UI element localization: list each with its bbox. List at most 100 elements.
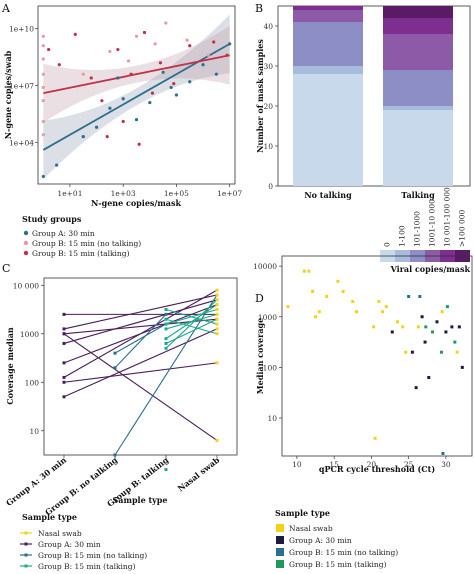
panel-b-xtick-label: No talking <box>304 190 352 200</box>
panel-b-ytick-label: 30 <box>263 62 273 71</box>
panel-d-legend-label: Group A: 30 min <box>289 536 352 545</box>
panel-c-point <box>215 327 219 331</box>
panel-c-ytick-label: 10 <box>29 427 39 436</box>
panel-d-point <box>377 300 381 304</box>
panel-c-point <box>113 351 117 355</box>
panel-d-point <box>441 451 445 455</box>
panel-a-point <box>142 30 147 35</box>
panel-d-point <box>395 320 399 324</box>
panel-a-point <box>73 32 77 37</box>
panel-a-point <box>172 82 176 86</box>
panel-d-point <box>373 436 377 440</box>
panel-b-bar-segment <box>383 70 453 106</box>
panel-a-point <box>41 34 45 38</box>
panel-a-point <box>228 42 232 46</box>
panel-a-point <box>134 34 139 38</box>
panel-a-point <box>81 135 85 139</box>
panel-d-point <box>460 365 464 369</box>
panel-a-point <box>41 133 45 137</box>
panel-a-point <box>41 85 45 90</box>
panel-b-bar-segment <box>293 6 363 10</box>
panel-a-legend-swatch <box>23 250 29 256</box>
panel-b-legend-label: >100 000 <box>458 209 467 247</box>
panel-d-point <box>457 325 461 329</box>
panel-c-pair-line <box>63 328 218 398</box>
panel-b-bar-segment <box>383 6 453 18</box>
panel-a-point <box>41 72 45 76</box>
panel-c-pair-line <box>114 323 167 354</box>
panel-c-point <box>62 312 66 316</box>
panel-a-point <box>158 61 163 65</box>
panel-d-point <box>314 315 318 319</box>
panel-b-ylabel: Number of mask samples <box>255 39 265 153</box>
panel-c-point <box>62 341 66 345</box>
panel-d-legend-label: Nasal swab <box>289 524 333 533</box>
panel-a-point <box>214 72 218 76</box>
panel-c-legend-swatch <box>24 553 28 557</box>
panel-b-legend-title: Viral copies/mask <box>390 264 471 274</box>
panel-c-ytick-label: 100 <box>25 378 40 387</box>
panel-d-xtick-label: 15 <box>329 460 339 469</box>
panel-a-point <box>47 47 51 52</box>
panel-d-ytick-label: 10 <box>267 414 277 423</box>
panel-b-legend-label: 0 <box>383 242 392 247</box>
panel-a-xtick-label: 1e+07 <box>217 189 242 198</box>
panel-b-bar-segment <box>293 10 363 22</box>
panel-d-point <box>435 320 439 324</box>
panel-d-point <box>445 305 449 309</box>
panel-c-point <box>113 453 117 457</box>
panel-c-legend-swatch <box>24 564 28 568</box>
panel-a-point <box>121 97 125 101</box>
panel-a-legend-label: Group B: 15 min (no talking) <box>32 239 141 248</box>
panel-c-pair-line <box>165 308 218 325</box>
panel-c-point <box>62 361 66 365</box>
panel-c-xlabel: Sample type <box>113 495 168 505</box>
panel-b-legend-label: 10 001-100 000 <box>443 187 452 247</box>
panel-d-xtick-label: 10 <box>292 460 302 469</box>
panel-c-point <box>164 346 168 350</box>
panel-d-point <box>440 310 444 314</box>
panel-a-point <box>108 49 112 54</box>
panel-c-point <box>215 332 219 336</box>
panel-a-legend-title: Study groups <box>22 214 82 224</box>
panel-a-fit-line <box>43 54 230 94</box>
panel-b-ytick-label: 20 <box>263 102 273 111</box>
panel-c-legend-swatch <box>24 542 28 546</box>
panel-b-bar-segment <box>383 18 453 34</box>
panel-a-point <box>126 59 131 63</box>
panel-d-point <box>453 340 457 344</box>
panel-a-point <box>188 80 192 84</box>
panel-c-point <box>62 327 66 331</box>
panel-c-point <box>215 293 219 297</box>
panel-d-point <box>416 325 420 329</box>
panel-d-legend-label: Group B: 15 min (talking) <box>289 560 387 569</box>
panel-a-point <box>206 53 210 57</box>
panel-a-point <box>55 163 59 167</box>
panel-d-point <box>431 330 435 334</box>
panel-c-point <box>215 361 219 365</box>
panel-a-ytick-label: 1e+10 <box>9 25 34 34</box>
panel-a-legend-swatch <box>23 230 29 236</box>
panel-d-scatter: Median coverage qPCR cycle threshold (Ct… <box>253 255 473 569</box>
panel-a-point <box>105 135 109 139</box>
panel-a-ytick-label: 1e+07 <box>9 82 34 91</box>
panel-a-point <box>225 53 229 57</box>
panel-b-bar-segment <box>383 110 453 186</box>
panel-label-c: C <box>2 262 10 275</box>
panel-b-ytick-label: 40 <box>263 22 273 31</box>
panel-c-pair-line <box>165 304 218 340</box>
panel-d-point <box>390 330 394 334</box>
panel-a-point <box>41 174 45 179</box>
panel-c-point <box>164 312 168 316</box>
panel-a-point <box>174 93 179 97</box>
panel-d-point <box>372 325 376 329</box>
panel-d-point <box>302 269 306 273</box>
panel-c-pair-line <box>165 318 218 344</box>
panel-d-point <box>336 279 340 283</box>
panel-a-xtick-label: 1e+01 <box>57 189 82 198</box>
panel-d-point <box>341 289 345 293</box>
panel-a-ytick-label: 1e+04 <box>9 138 34 147</box>
panel-a-xtick-label: 1e+03 <box>111 189 136 198</box>
panel-c-legend-label: Group B: 15 min (talking) <box>38 562 136 571</box>
panel-b-legend-label: 101-1000 <box>413 211 422 247</box>
